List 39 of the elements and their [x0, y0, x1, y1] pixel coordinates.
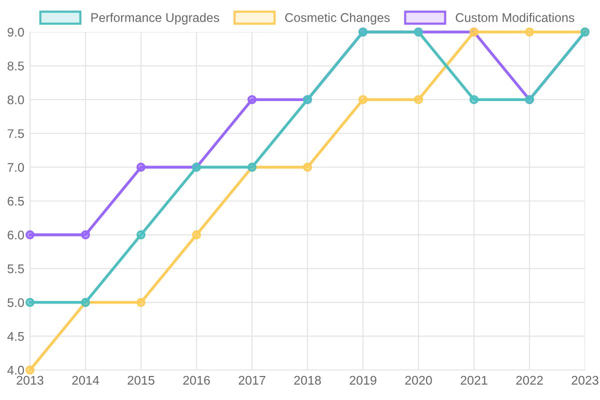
y-tick-label: 4.5 — [7, 332, 24, 341]
point — [469, 95, 479, 104]
y-tick-label: 6.5 — [8, 196, 24, 206]
point — [358, 95, 368, 104]
x-tick-label: 2013 — [16, 376, 44, 385]
point — [136, 298, 146, 307]
y-tick-label: 4.0 — [7, 366, 24, 375]
y-tick-label: 6.0 — [8, 230, 24, 240]
point — [302, 162, 312, 172]
point — [25, 298, 35, 307]
y-tick-label: 5.0 — [8, 298, 24, 308]
y-tick-label: 8.0 — [8, 95, 24, 104]
legend-label: Cosmetic Changes — [285, 12, 390, 24]
x-tick-label: 2023 — [572, 376, 598, 385]
point — [414, 95, 424, 104]
x-tick-label: 2020 — [405, 376, 432, 385]
y-tick-label: 7.0 — [8, 163, 24, 172]
point — [136, 162, 146, 172]
point — [25, 230, 35, 240]
x-tick-label: 2014 — [72, 376, 100, 385]
point — [80, 230, 90, 240]
y-tick-label: 7.5 — [8, 129, 24, 138]
point — [247, 95, 257, 104]
x-tick-label: 2018 — [294, 376, 321, 385]
point — [192, 230, 202, 240]
y-tick-label: 9.0 — [8, 28, 24, 37]
x-tick-label: 2015 — [128, 376, 154, 385]
x-tick-label: 2022 — [516, 376, 543, 385]
x-tick-label: 2019 — [350, 376, 376, 385]
x-tick-label: 2021 — [460, 376, 488, 385]
y-tick-label: 8.5 — [8, 62, 24, 70]
y-tick-label: 5.5 — [8, 264, 24, 274]
point — [524, 27, 534, 37]
legend-label: Custom Modifications — [456, 12, 574, 22]
legend-label: Performance Upgrades — [91, 12, 220, 24]
point — [136, 230, 146, 240]
point — [25, 365, 35, 375]
x-tick-label: 2016 — [183, 376, 210, 385]
x-tick-label: 2017 — [238, 376, 266, 385]
